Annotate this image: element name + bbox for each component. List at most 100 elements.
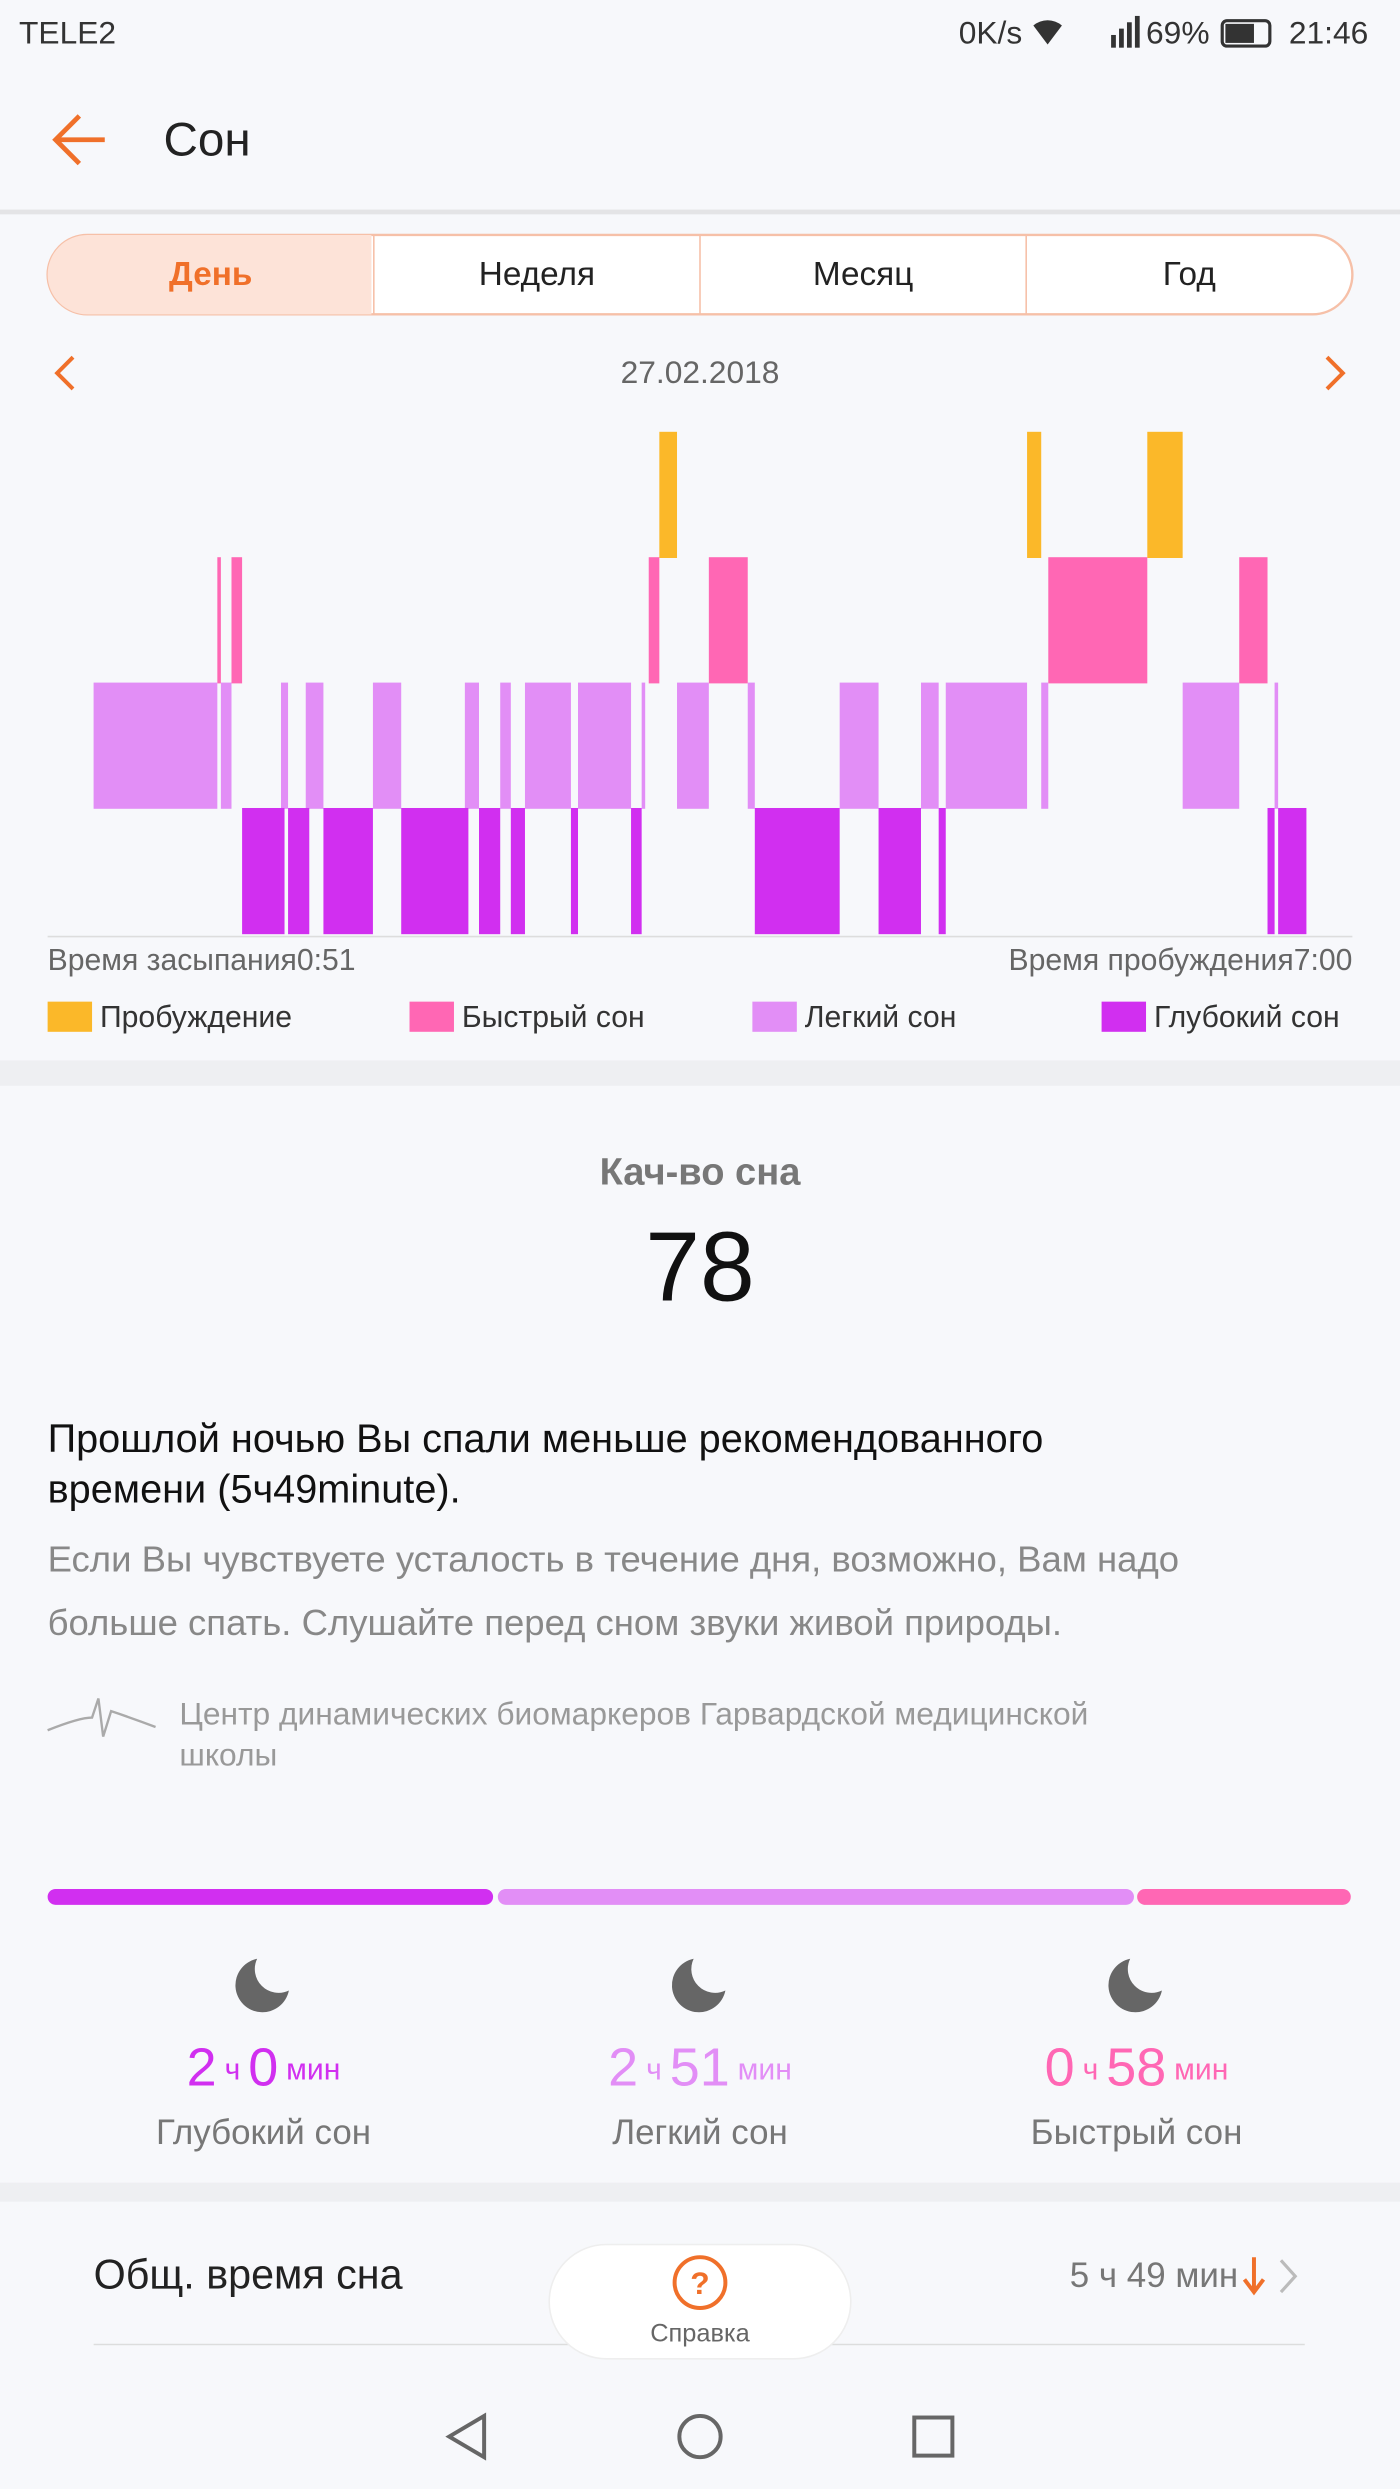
wake-time: 7:00 (1294, 944, 1353, 977)
nav-bar (0, 2381, 1400, 2489)
ratio-bar (1137, 1888, 1351, 1905)
net-speed: 0K/s (959, 14, 1023, 50)
stage-duration: 0 ч 58 мин (1045, 2038, 1229, 2098)
sleep-segment (747, 682, 755, 809)
sleep-segment (878, 807, 921, 935)
sleep-segment (305, 682, 324, 809)
total-chevron[interactable] (1279, 2259, 1298, 2294)
sleep-segment (1239, 557, 1268, 684)
nav-back[interactable] (445, 2412, 487, 2461)
sleep-segment (648, 557, 660, 684)
total-value: 5 ч 49 мин (1070, 2256, 1238, 2295)
help-label: Справка (650, 2320, 750, 2348)
duration-part: 0 (1045, 2038, 1075, 2098)
back-button[interactable] (52, 114, 105, 166)
clock: 21:46 (1289, 14, 1368, 50)
prev-date[interactable] (54, 355, 75, 391)
stage-name: Глубокий сон (156, 2113, 371, 2152)
sleep-segment (1027, 431, 1042, 558)
advice-body: больше спать. Слушайте перед сном звуки … (48, 1602, 1062, 1643)
sleep-start-time: 0:51 (297, 944, 356, 977)
legend-swatch (752, 1001, 797, 1032)
section-divider-2 (0, 2182, 1400, 2202)
sleep-segment (708, 557, 748, 684)
stage-duration: 2 ч 0 мин (187, 2038, 341, 2098)
tab[interactable]: День (169, 256, 252, 293)
sleep-segment (920, 682, 939, 809)
signal-icons (1033, 15, 1140, 48)
advice-heading: Прошлой ночью Вы спали меньше рекомендов… (48, 1417, 1044, 1461)
moon-icon (671, 1958, 726, 2013)
wake-caption: Время пробуждения (1008, 944, 1293, 977)
duration-part: ч (646, 2053, 662, 2086)
sleep-segment (754, 807, 840, 935)
duration-part: ч (1083, 2053, 1099, 2086)
duration-part: мин (286, 2053, 340, 2086)
sleep-segment (1278, 807, 1307, 935)
moon-icon (235, 1958, 289, 2013)
trend-arrow (1242, 2257, 1266, 2296)
sleep-segment (479, 807, 501, 935)
help-icon-mark: ? (690, 2265, 709, 2301)
stage-duration: 2 ч 51 мин (608, 2038, 792, 2098)
ratio-bar (47, 1888, 494, 1905)
duration-part: ч (225, 2053, 241, 2086)
section-divider (0, 1060, 1400, 1086)
sleep-segment (570, 807, 579, 935)
sleep-segment (659, 431, 678, 558)
quality-score: 78 (645, 1212, 754, 1322)
stage-name: Легкий сон (612, 2113, 788, 2152)
sleep-segment (372, 682, 402, 809)
tab[interactable]: Неделя (479, 256, 595, 293)
legend-label: Быстрый сон (462, 1001, 645, 1034)
sleep-segment (1048, 557, 1148, 684)
date: 27.02.2018 (621, 354, 780, 390)
legend-label: Легкий сон (805, 1001, 957, 1034)
wake-up: Время пробуждения7:00 (1008, 944, 1352, 977)
help-button[interactable] (548, 2243, 852, 2360)
battery-level: 69% (1146, 14, 1210, 50)
sleep-segment (510, 807, 525, 935)
ratio-bar (497, 1888, 1134, 1905)
tab[interactable]: Год (1163, 256, 1216, 293)
sleep-segment (464, 682, 480, 809)
sleep-segment (500, 682, 511, 809)
nav-recent[interactable] (912, 2415, 955, 2458)
active-tab[interactable] (47, 234, 372, 315)
next-date[interactable] (1325, 355, 1346, 391)
quality-label: Кач-во сна (600, 1152, 802, 1194)
legend-swatch (409, 1001, 454, 1032)
advice-heading: времени (5ч49minute). (48, 1468, 461, 1512)
legend-swatch (47, 1001, 93, 1032)
sleep-segment (1147, 431, 1183, 558)
sleep-segment (217, 557, 221, 684)
sleep-segment (242, 807, 285, 935)
sleep-start-caption: Время засыпания (48, 944, 297, 977)
duration-part: 58 (1106, 2038, 1166, 2098)
moon-icon (1108, 1958, 1162, 2013)
advice-source: школы (179, 1737, 277, 1773)
sleep-start: Время засыпания0:51 (48, 944, 356, 977)
sleep-segment (945, 682, 1028, 809)
battery-icon (1220, 19, 1272, 48)
advice-source: Центр динамических биомаркеров Гарвардск… (179, 1695, 1088, 1731)
sleep-segment (93, 682, 218, 809)
battery-fill (1225, 23, 1254, 43)
sleep-segment (524, 682, 571, 809)
sleep-segment (1041, 682, 1049, 809)
header-divider (0, 209, 1400, 215)
nav-home[interactable] (677, 2413, 723, 2460)
total-label: Общ. время сна (94, 2252, 403, 2298)
sleep-segment (631, 807, 642, 935)
sleep-segment (280, 682, 289, 809)
sleep-segment (1267, 807, 1275, 935)
sleep-segment (288, 807, 310, 935)
sleep-segment (323, 807, 373, 935)
sleep-segment (220, 682, 232, 809)
tab[interactable]: Месяц (813, 256, 913, 293)
sleep-segment (938, 807, 946, 935)
sleep-segment (578, 682, 632, 809)
